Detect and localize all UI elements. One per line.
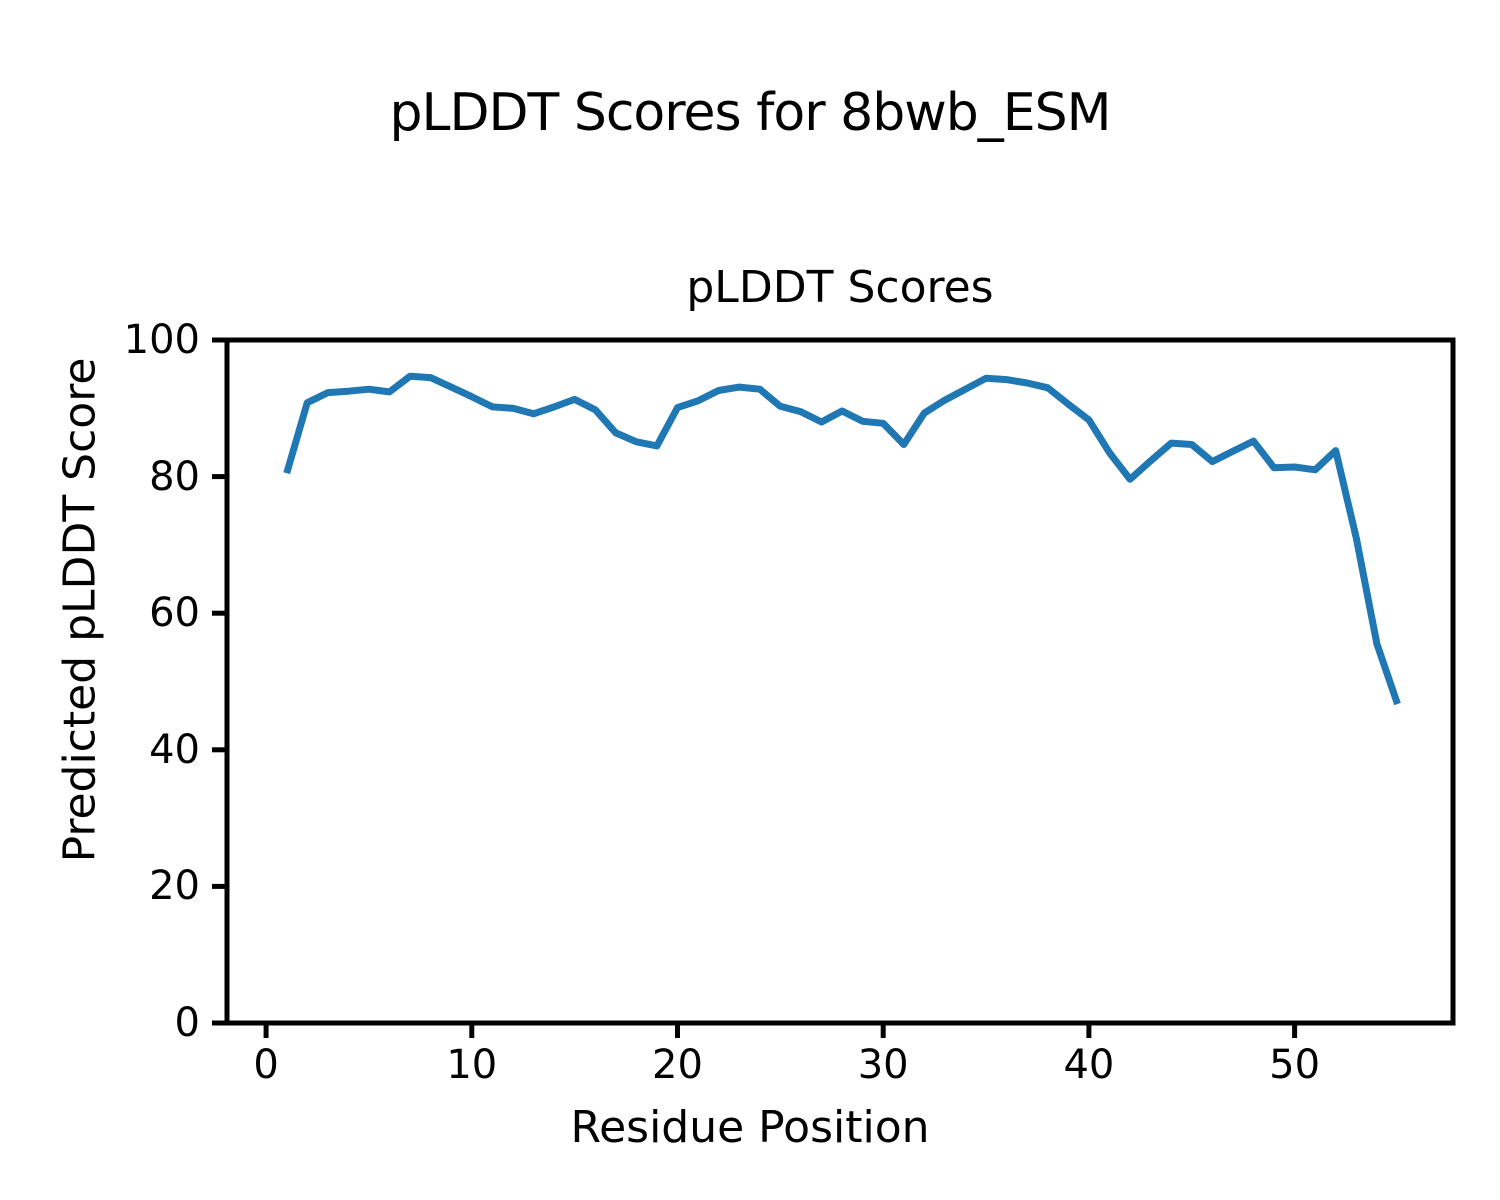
x-axis-label: Residue Position <box>570 1102 930 1153</box>
y-tick-label: 80 <box>149 453 200 500</box>
y-tick-label: 60 <box>149 590 200 637</box>
y-tick-label: 0 <box>174 1000 200 1046</box>
y-axis-label: Predicted pLDDT Score <box>54 357 106 863</box>
plddt-line <box>283 372 1401 706</box>
y-tick-label: 40 <box>149 726 200 773</box>
x-tick-label: 10 <box>446 1042 498 1088</box>
axes-title: pLDDT Scores <box>686 262 994 313</box>
y-tick-label: 20 <box>149 863 200 910</box>
figure-title: pLDDT Scores for 8bwb_ESM <box>389 83 1111 143</box>
x-tick-label: 30 <box>857 1042 909 1088</box>
tick-marks <box>212 337 1298 1038</box>
axes-spines <box>224 337 1456 1026</box>
x-tick-label: 40 <box>1063 1042 1115 1088</box>
x-tick-label: 50 <box>1269 1042 1321 1088</box>
x-tick-label: 20 <box>652 1042 703 1088</box>
y-tick-label: 100 <box>123 317 200 363</box>
x-tick-label: 0 <box>253 1042 279 1088</box>
plot-area <box>212 337 1456 1038</box>
